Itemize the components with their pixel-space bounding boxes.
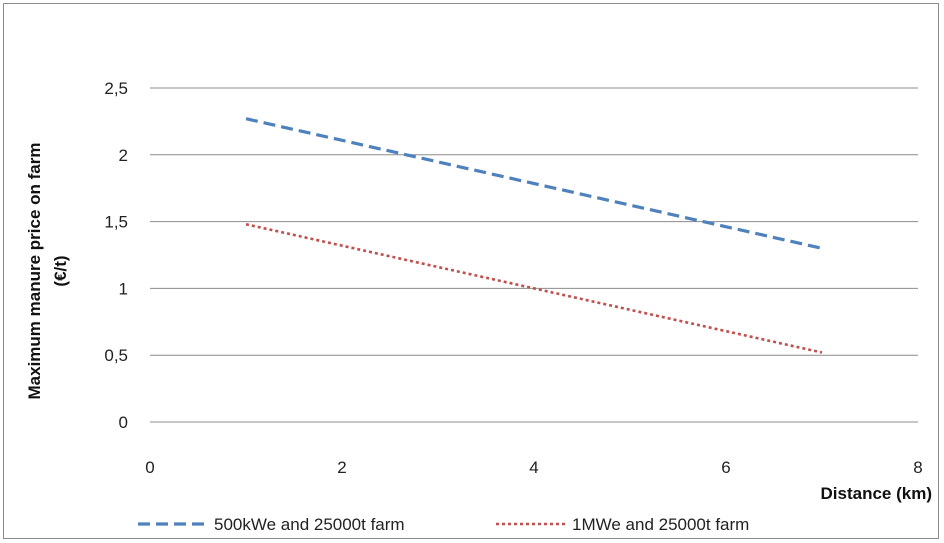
x-tick-label: 6 xyxy=(721,458,730,477)
legend: 500kWe and 25000t farm 1MWe and 25000t fa… xyxy=(138,515,749,534)
y-tick-label: 0,5 xyxy=(104,346,128,365)
y-tick-label: 1 xyxy=(119,279,128,298)
y-axis-title-line1: Maximum manure price on farm xyxy=(25,143,44,400)
y-tick-label: 0 xyxy=(119,413,128,432)
y-axis-title-line2: (€/t) xyxy=(51,255,70,286)
y-tick-label: 2,5 xyxy=(104,79,128,98)
gridlines xyxy=(150,87,918,356)
x-tick-label: 2 xyxy=(337,458,346,477)
legend-label-1: 500kWe and 25000t farm xyxy=(214,515,405,534)
series-line-1 xyxy=(245,117,823,250)
y-axis-ticks: 0 0,5 1 1,5 2 2,5 xyxy=(104,79,128,432)
x-tick-label: 0 xyxy=(145,458,154,477)
y-tick-label: 1,5 xyxy=(104,213,128,232)
x-tick-label: 4 xyxy=(529,458,538,477)
series-line-2 xyxy=(245,223,823,354)
y-tick-label: 2 xyxy=(119,146,128,165)
x-axis-title: Distance (km) xyxy=(821,484,932,503)
x-tick-label: 8 xyxy=(913,458,922,477)
legend-label-2: 1MWe and 25000t farm xyxy=(572,515,749,534)
series-lines xyxy=(245,117,823,354)
x-axis-ticks: 0 2 4 6 8 xyxy=(145,458,922,477)
chart-frame xyxy=(3,3,939,539)
